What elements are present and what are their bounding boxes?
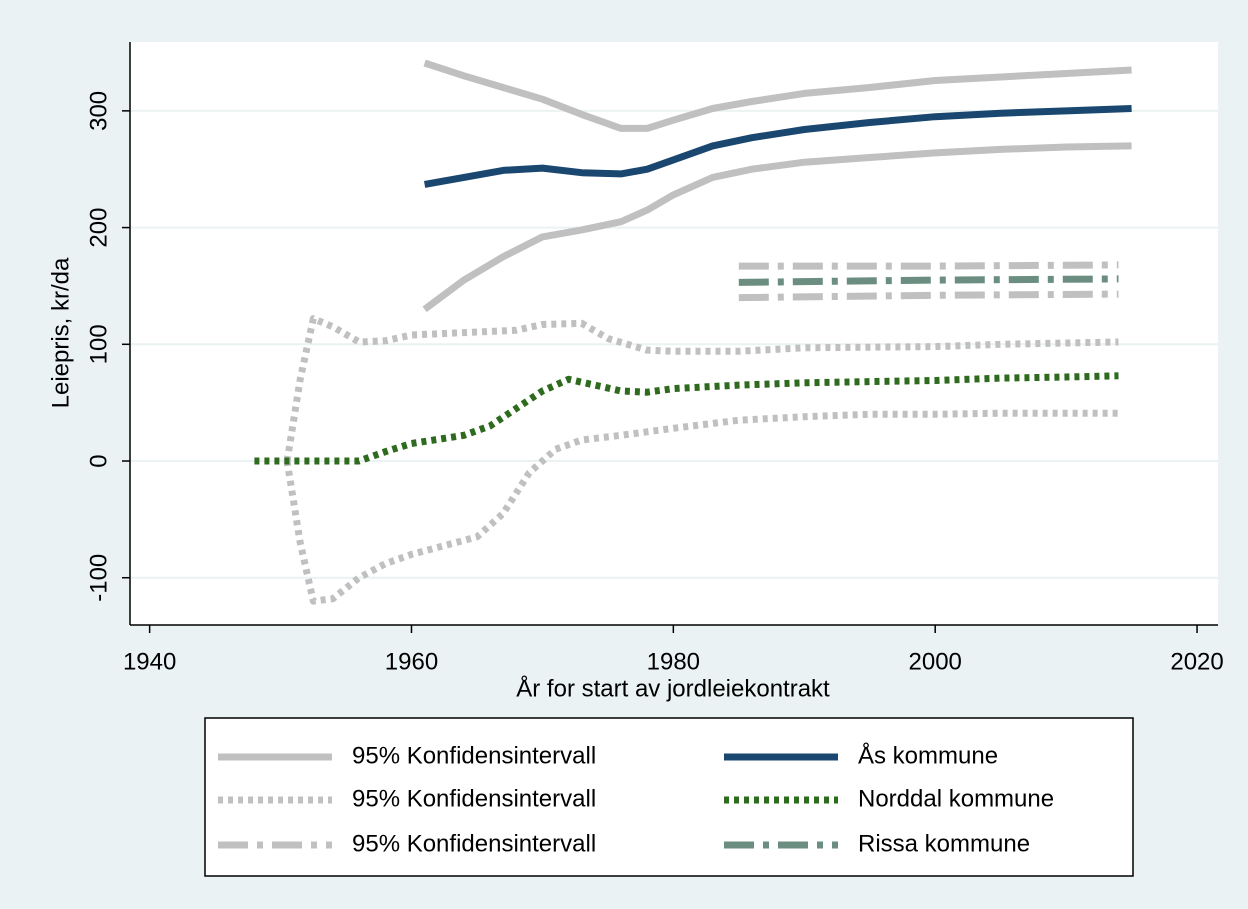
legend-box	[204, 717, 1134, 877]
legend-label: 95% Konfidensintervall	[352, 742, 596, 769]
plot-area	[130, 42, 1218, 625]
y-tick-label: 0	[85, 454, 112, 467]
y-tick-label: 200	[85, 208, 112, 248]
legend-label: 95% Konfidensintervall	[352, 785, 596, 812]
y-axis-title: Leiepris, kr/da	[47, 257, 74, 408]
series-line	[738, 261, 1119, 270]
series-line	[738, 290, 1119, 302]
series-line	[738, 275, 1119, 286]
x-tick-label: 1940	[123, 648, 176, 675]
legend-label: Ås kommune	[858, 741, 998, 769]
x-tick-label: 1960	[385, 648, 438, 675]
y-tick-label: -100	[85, 554, 112, 602]
y-tick-label: 100	[85, 324, 112, 364]
legend-label: Rissa kommune	[858, 830, 1030, 857]
legend-label: Norddal kommune	[858, 785, 1054, 812]
legend-label: 95% Konfidensintervall	[352, 830, 596, 857]
x-tick-label: 2000	[909, 648, 962, 675]
x-tick-label: 2020	[1170, 648, 1223, 675]
series-line	[283, 409, 1119, 605]
series-line	[422, 142, 1132, 313]
series-line	[423, 105, 1132, 188]
y-tick-label: 300	[85, 91, 112, 131]
series-line	[254, 372, 1119, 465]
series-line	[283, 315, 1119, 462]
series-line	[423, 59, 1132, 132]
x-axis-title: År for start av jordleiekontrakt	[516, 674, 830, 702]
x-tick-label: 1980	[647, 648, 700, 675]
